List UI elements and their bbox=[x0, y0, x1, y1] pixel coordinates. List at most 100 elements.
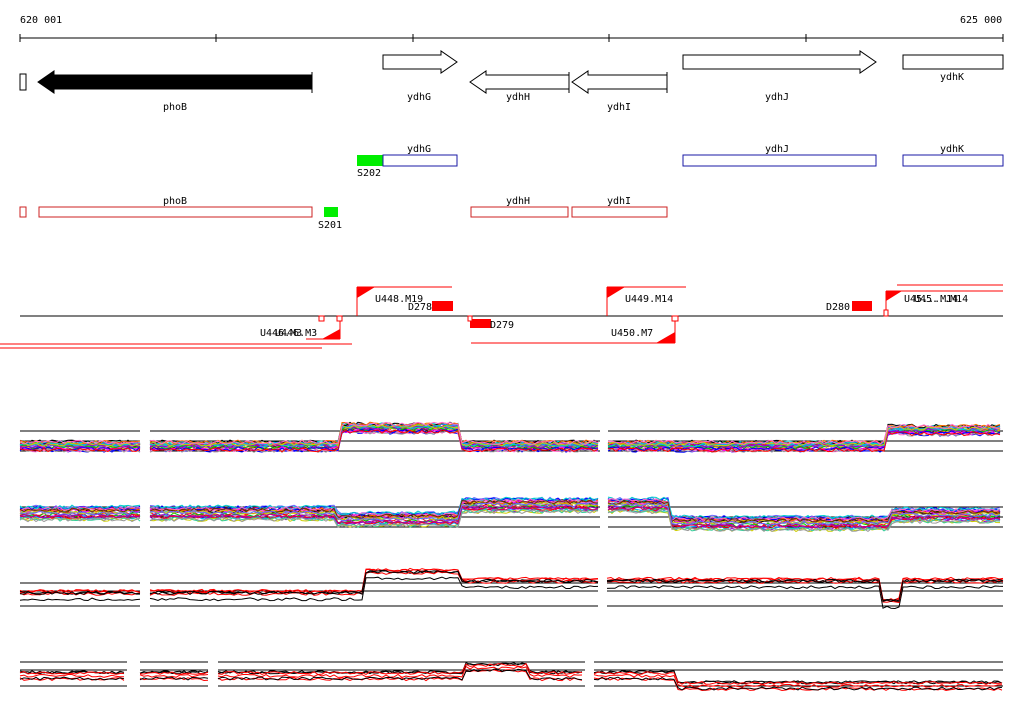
gene-arrow-phob[interactable] bbox=[37, 70, 313, 94]
expression-trace bbox=[217, 668, 583, 681]
expression-trace bbox=[19, 589, 141, 593]
expression-trace bbox=[19, 447, 141, 453]
gene-arrow-ydhk[interactable] bbox=[902, 54, 1004, 70]
expression-trace bbox=[217, 662, 583, 675]
expression-trace bbox=[593, 676, 1003, 691]
expression-trace bbox=[19, 439, 141, 445]
expression-trace bbox=[19, 670, 125, 675]
transcript-start-flag-u448 bbox=[357, 287, 375, 298]
gene-label-ydhj: ydhJ bbox=[765, 92, 789, 103]
gene-arrow-ydhj[interactable] bbox=[682, 50, 877, 74]
gene-arrow-ydhi[interactable] bbox=[571, 70, 668, 94]
transcript-label-u45-overlap: U45...M14 bbox=[914, 294, 968, 305]
transcript-label-u446[interactable]: U446.M3 bbox=[260, 328, 302, 339]
transcript-label-u448[interactable]: U448.M19 bbox=[375, 294, 423, 305]
expression-trace bbox=[149, 571, 599, 596]
expression-trace bbox=[606, 585, 1004, 610]
expression-trace bbox=[593, 673, 1003, 688]
downstream-mark-d278[interactable] bbox=[432, 301, 453, 311]
expression-trace bbox=[19, 676, 125, 681]
expression-trace bbox=[607, 509, 1001, 533]
gene-label-phob: phoB bbox=[163, 102, 187, 113]
expression-trace bbox=[149, 502, 599, 522]
gene-arrow-ydhh[interactable] bbox=[469, 70, 570, 94]
expression-trace bbox=[593, 670, 1003, 685]
minus-feature-ydhh[interactable] bbox=[470, 206, 569, 218]
plus-feature-ydhg[interactable] bbox=[382, 154, 458, 167]
expression-trace bbox=[149, 428, 598, 452]
expression-trace bbox=[217, 665, 583, 678]
terminator-u446-b bbox=[318, 315, 325, 322]
expression-trace bbox=[139, 670, 209, 675]
transcript-label-u446-overlap: U446.M3 bbox=[275, 328, 317, 339]
expression-trace bbox=[607, 578, 1004, 603]
expression-trace bbox=[606, 576, 1004, 601]
expression-trace bbox=[19, 597, 141, 602]
minus-label-phob: phoB bbox=[163, 196, 187, 207]
expression-trace bbox=[149, 505, 599, 525]
segment-s201[interactable] bbox=[324, 207, 338, 217]
expression-panel-3 bbox=[19, 567, 1004, 610]
expression-trace bbox=[607, 423, 1001, 445]
expression-trace bbox=[139, 674, 209, 678]
downstream-label-d279: D279 bbox=[490, 320, 514, 331]
expression-trace bbox=[149, 499, 599, 519]
expression-trace bbox=[217, 662, 583, 676]
minus-feature-ydhi[interactable] bbox=[571, 206, 668, 218]
gene-label-ydhi: ydhI bbox=[607, 102, 631, 113]
downstream-mark-d280[interactable] bbox=[852, 301, 872, 311]
expression-trace bbox=[607, 508, 1001, 532]
expression-panels bbox=[19, 421, 1004, 692]
minus-label-ydhi: ydhI bbox=[607, 196, 631, 207]
ruler-end-label: 625 000 bbox=[960, 15, 1002, 26]
transcript-label-u449[interactable]: U449.M14 bbox=[625, 294, 673, 305]
transcript-start-flag-u449 bbox=[607, 287, 625, 298]
gene-arrows-track: phoB ydhG ydhH ydhI ydhJ ydhK bbox=[19, 50, 1004, 113]
expression-trace bbox=[19, 517, 141, 523]
phob-stub bbox=[19, 73, 27, 91]
transcript-label-u45[interactable]: U45...M14 bbox=[904, 294, 958, 305]
transcript-start-flag-u446 bbox=[322, 329, 340, 339]
expression-trace bbox=[149, 429, 599, 453]
expression-panel-4 bbox=[19, 661, 1003, 692]
downstream-mark-d279[interactable] bbox=[470, 319, 491, 328]
expression-trace bbox=[19, 513, 141, 519]
expression-trace bbox=[606, 577, 1004, 602]
expression-trace bbox=[607, 496, 1001, 520]
expression-trace bbox=[607, 505, 1001, 529]
plus-feature-ydhk[interactable] bbox=[902, 154, 1004, 167]
plus-label-ydhg: ydhG bbox=[407, 144, 431, 155]
transcript-label-u450[interactable]: U450.M7 bbox=[611, 328, 653, 339]
expression-panel-1 bbox=[19, 421, 1003, 453]
ruler-start-label: 620 001 bbox=[20, 15, 62, 26]
expression-trace bbox=[593, 671, 1003, 685]
gene-arrow-ydhg[interactable] bbox=[382, 50, 458, 74]
expression-trace bbox=[19, 505, 141, 511]
expression-trace bbox=[149, 570, 599, 596]
transcript-track: U448.M19 D278 D279 U449.M14 U450.M7 U446… bbox=[0, 284, 1003, 349]
terminator-u45 bbox=[883, 309, 889, 317]
terminator-u446-a bbox=[336, 315, 343, 322]
segment-s202[interactable] bbox=[357, 155, 383, 166]
expression-panel-2 bbox=[19, 496, 1003, 533]
gene-label-ydhk: ydhK bbox=[940, 72, 964, 83]
coordinate-ruler: 620 001 625 000 bbox=[19, 15, 1004, 42]
minus-feature-stub[interactable] bbox=[19, 206, 27, 218]
minus-feature-phob[interactable] bbox=[38, 206, 313, 218]
expression-trace bbox=[607, 498, 1001, 522]
expression-trace bbox=[19, 446, 141, 452]
plus-feature-ydhj[interactable] bbox=[682, 154, 877, 167]
expression-trace bbox=[607, 502, 1001, 526]
expression-trace bbox=[149, 509, 599, 529]
expression-trace bbox=[149, 421, 599, 445]
ruler-ticks bbox=[19, 34, 1004, 42]
expression-trace bbox=[19, 590, 141, 595]
segment-label-s201: S201 bbox=[318, 220, 342, 231]
plus-label-ydhj: ydhJ bbox=[765, 144, 789, 155]
terminator-d279 bbox=[467, 315, 473, 322]
expression-trace bbox=[217, 662, 583, 675]
downstream-label-d280: D280 bbox=[826, 302, 850, 313]
expression-trace bbox=[19, 510, 141, 516]
minus-strand-track: phoB S201 ydhH ydhI bbox=[19, 196, 668, 231]
gene-label-ydhg: ydhG bbox=[407, 92, 431, 103]
